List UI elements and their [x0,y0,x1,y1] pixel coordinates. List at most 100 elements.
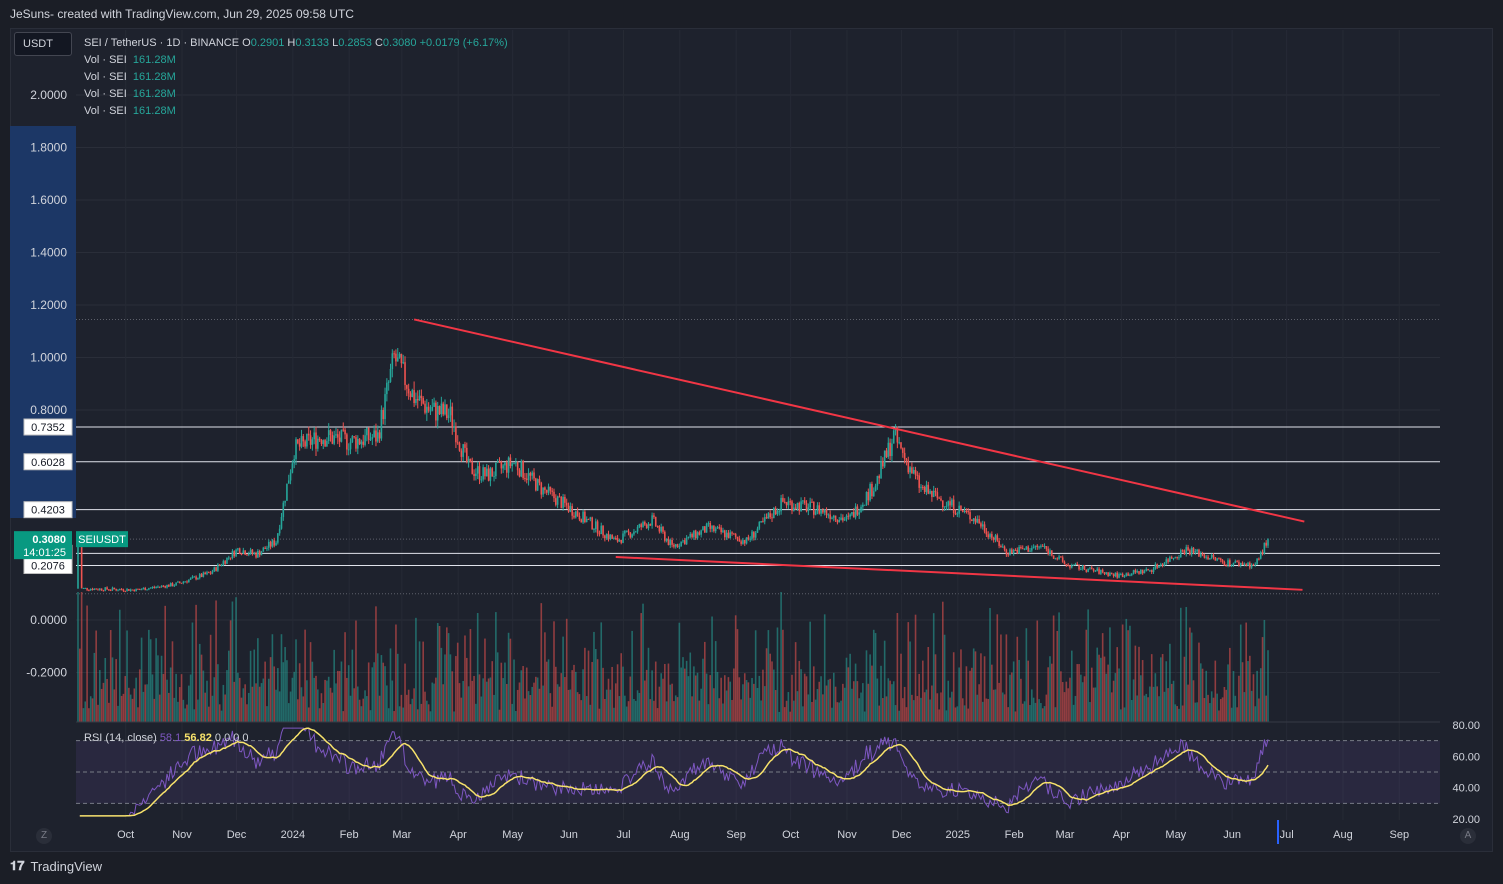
candle-body [456,442,459,444]
volume-bar [106,678,108,722]
volume-bar [945,710,948,722]
candle-body [540,482,543,495]
rsi-pane: 80.00 60.00 40.00 20.00 [76,720,1480,826]
volume-bar [355,620,357,722]
volume-bar [803,673,806,722]
volume-bar [980,653,982,722]
volume-bar [544,632,546,722]
volume-bar [138,669,141,722]
volume-bar [916,696,919,722]
candle-body [411,390,414,398]
volume-legend-row[interactable]: Vol · SEI 161.28M [84,103,508,120]
chart-legend: SEI / TetherUS · 1D · BINANCE O0.2901 H0… [84,35,508,120]
volume-bar [504,662,506,722]
volume-bar [1230,707,1233,722]
candle-body [1167,559,1169,562]
candle-body [178,581,181,583]
candle-body [1178,557,1180,559]
volume-bar [424,691,426,722]
candle-body [1103,572,1106,574]
volume-bar [1089,702,1091,722]
candle-body [227,557,230,559]
volume-bar [1210,691,1213,722]
candle-body [700,530,702,535]
volume-value: 161.28M [132,71,176,83]
candle-body [1114,572,1117,577]
candle-body [696,532,699,539]
tradingview-logo-icon[interactable]: 𝟏𝟕 [10,858,25,873]
volume-bar [742,684,744,722]
volume-bar [467,686,470,722]
auto-scale-button[interactable]: A [1460,828,1476,844]
candle-body [1203,555,1206,558]
candle-body [1025,546,1028,550]
candle-body [340,429,343,442]
volume-bar [322,702,325,722]
footer-brand[interactable]: TradingView [30,858,103,874]
candle-body [783,501,786,503]
volume-bar [158,694,161,722]
volume-bar [778,711,781,722]
candle-body [1256,558,1258,565]
volume-bar [703,641,706,722]
volume-bar [983,656,986,722]
legend-symbol[interactable]: SEI / TetherUS · 1D · BINANCE [84,37,240,49]
candle-body [1141,569,1144,574]
candle-body [952,499,955,513]
candle-body [1261,551,1264,554]
candle-body [438,406,441,415]
volume-bar [446,627,448,722]
candle-body [1089,567,1091,569]
candle-body [515,462,517,464]
volume-bar [1003,694,1006,722]
volume-bar [342,711,345,722]
candle-body [740,541,742,544]
volume-bar [309,642,312,722]
candle-body [584,511,586,523]
volume-label: Vol · SEI [84,71,127,83]
candle-body [347,449,350,451]
candle-body [553,491,555,499]
candle-body [829,514,831,519]
candle-body [535,478,537,491]
volume-bar [346,677,348,722]
candle-body [373,430,375,438]
volume-bar [664,663,666,722]
volume-bar [571,670,573,722]
candle-body [836,520,839,523]
rsi-legend[interactable]: RSI (14, close) 58.1 56.82 0 0 0 0 [84,732,249,744]
zoom-button[interactable]: Z [36,828,52,844]
volume-bar [137,707,139,722]
candle-body [462,444,464,457]
volume-bar [776,627,779,722]
volume-bar [749,697,752,722]
volume-bar [1012,661,1015,722]
volume-bar [1185,607,1188,722]
candle-body [504,462,506,466]
candle-body [175,582,177,586]
volume-bar [171,641,174,722]
volume-bar [991,664,993,722]
volume-bar [358,699,361,722]
volume-bar [533,682,535,722]
volume-bar [961,698,964,722]
volume-bar [598,708,601,722]
volume-bar [813,666,815,722]
currency-button[interactable]: USDT [14,32,72,56]
candle-body [907,460,910,473]
volume-legend-row[interactable]: Vol · SEI 161.28M [84,69,508,86]
volume-bar [1112,680,1115,722]
candle-body [211,571,214,574]
candle-body [1061,557,1064,562]
candle-body [1138,571,1140,574]
volume-bar [696,672,699,722]
volume-legend-row[interactable]: Vol · SEI 161.28M [84,52,508,69]
volume-bar [1259,668,1262,722]
volume-legend-row[interactable]: Vol · SEI 161.28M [84,86,508,103]
volume-bar [594,649,597,722]
trendline [413,318,1305,523]
volume-bar [109,630,112,722]
volume-bar [669,684,672,722]
candle-body [834,515,837,521]
volume-bar [1198,642,1200,722]
